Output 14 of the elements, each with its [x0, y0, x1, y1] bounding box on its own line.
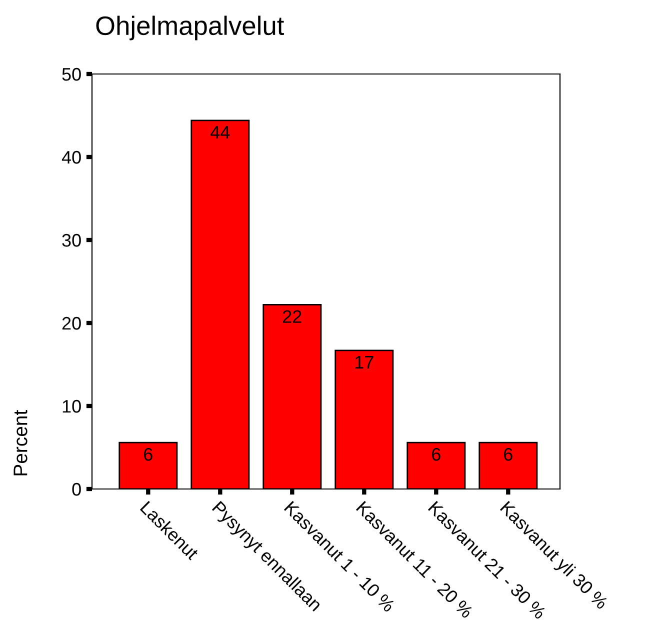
data-label: 6 [432, 448, 440, 461]
data-label: 6 [504, 448, 512, 461]
y-tick-label: 20 [62, 316, 81, 330]
y-tick-label: 0 [72, 482, 81, 496]
y-tick-label: 50 [62, 68, 81, 81]
y-axis-title: Percent [14, 410, 28, 476]
data-label: 22 [283, 310, 302, 323]
y-tick-label: 30 [62, 234, 81, 247]
y-tick-label: 40 [62, 150, 81, 164]
y-tick-label: 10 [62, 400, 81, 413]
chart-title: Ohjelmapalvelut [96, 16, 284, 40]
data-label: 6 [144, 448, 152, 461]
data-label: 44 [210, 126, 230, 139]
data-label: 17 [355, 356, 374, 368]
